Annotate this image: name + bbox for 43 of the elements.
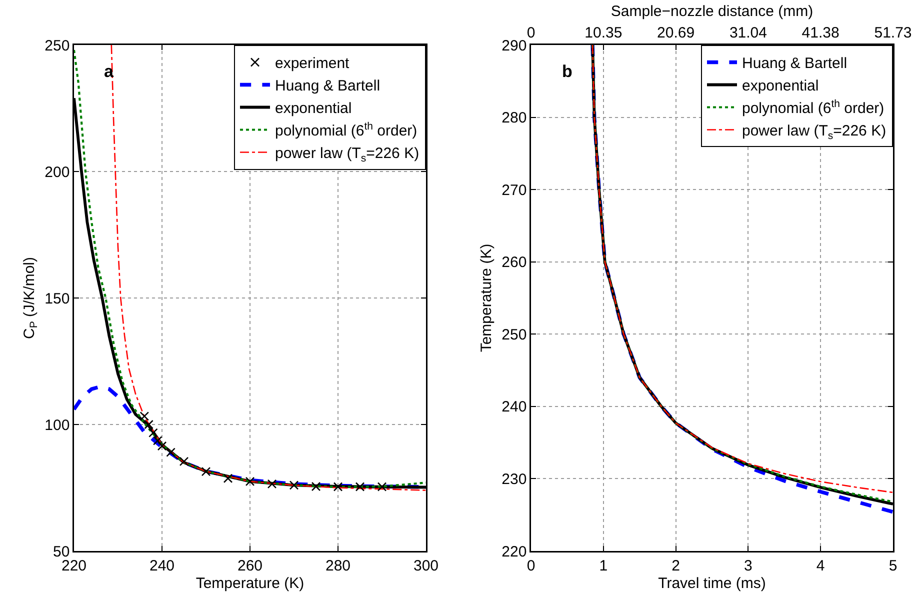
x2-tick-label: 41.38 xyxy=(802,24,840,42)
y-tick-label: 200 xyxy=(44,164,70,181)
x-tick-label: 5 xyxy=(888,557,898,574)
x2-axis-title: Sample−nozzle distance (mm) xyxy=(610,3,814,20)
y-tick-label: 150 xyxy=(44,290,70,308)
y-tick-label: 280 xyxy=(502,110,527,127)
x-tick-label: 260 xyxy=(237,557,263,574)
x-tick-label: 280 xyxy=(325,557,351,574)
legend-label: power law (T$_{s}$=226 K) xyxy=(742,122,886,142)
y-tick-label: 230 xyxy=(502,470,527,488)
x-tick-label: 300 xyxy=(413,557,439,574)
legend-label: experiment xyxy=(275,55,350,72)
legend-label: exponential xyxy=(742,78,819,95)
x2-tick-label: 20.69 xyxy=(657,24,695,42)
x2-tick-label: 0 xyxy=(526,24,536,42)
x-tick-label: 3 xyxy=(744,557,752,574)
x-tick-label: 1 xyxy=(599,557,608,574)
y-tick-label: 260 xyxy=(502,254,527,272)
y-tick-label: 250 xyxy=(502,326,527,344)
legend-label: Huang & Bartell xyxy=(742,55,848,72)
x2-tick-label: 51.73 xyxy=(874,24,912,42)
x-axis-title: Temperature (K) xyxy=(196,575,304,592)
y-tick-label: 290 xyxy=(502,37,527,54)
annotation: b xyxy=(562,62,572,81)
y-tick-label: 250 xyxy=(44,37,70,54)
x2-tick-label: 10.35 xyxy=(584,24,622,42)
legend-label: polynomial (6$^{th}$ order) xyxy=(275,120,418,140)
x-tick-label: 2 xyxy=(672,557,680,574)
legend-label: Huang & Bartell xyxy=(275,78,380,95)
legend-label: polynomial (6$^{th}$ order) xyxy=(742,98,884,118)
annotation: a xyxy=(104,62,114,81)
y-axis-title: Temperature (K) xyxy=(478,244,496,352)
x2-tick-label: 31.04 xyxy=(729,24,767,42)
x-tick-label: 240 xyxy=(149,557,175,574)
y-tick-label: 240 xyxy=(502,398,527,416)
y-tick-label: 100 xyxy=(44,416,70,434)
x-tick-label: 4 xyxy=(816,557,825,574)
x-tick-label: 0 xyxy=(526,557,536,574)
legend-label: exponential xyxy=(275,100,352,118)
y-tick-label: 220 xyxy=(502,543,527,560)
x-axis-title: Travel time (ms) xyxy=(658,575,766,592)
y-tick-label: 270 xyxy=(502,182,527,199)
legend-label: power law (T$_{s}$=226 K) xyxy=(275,145,420,164)
